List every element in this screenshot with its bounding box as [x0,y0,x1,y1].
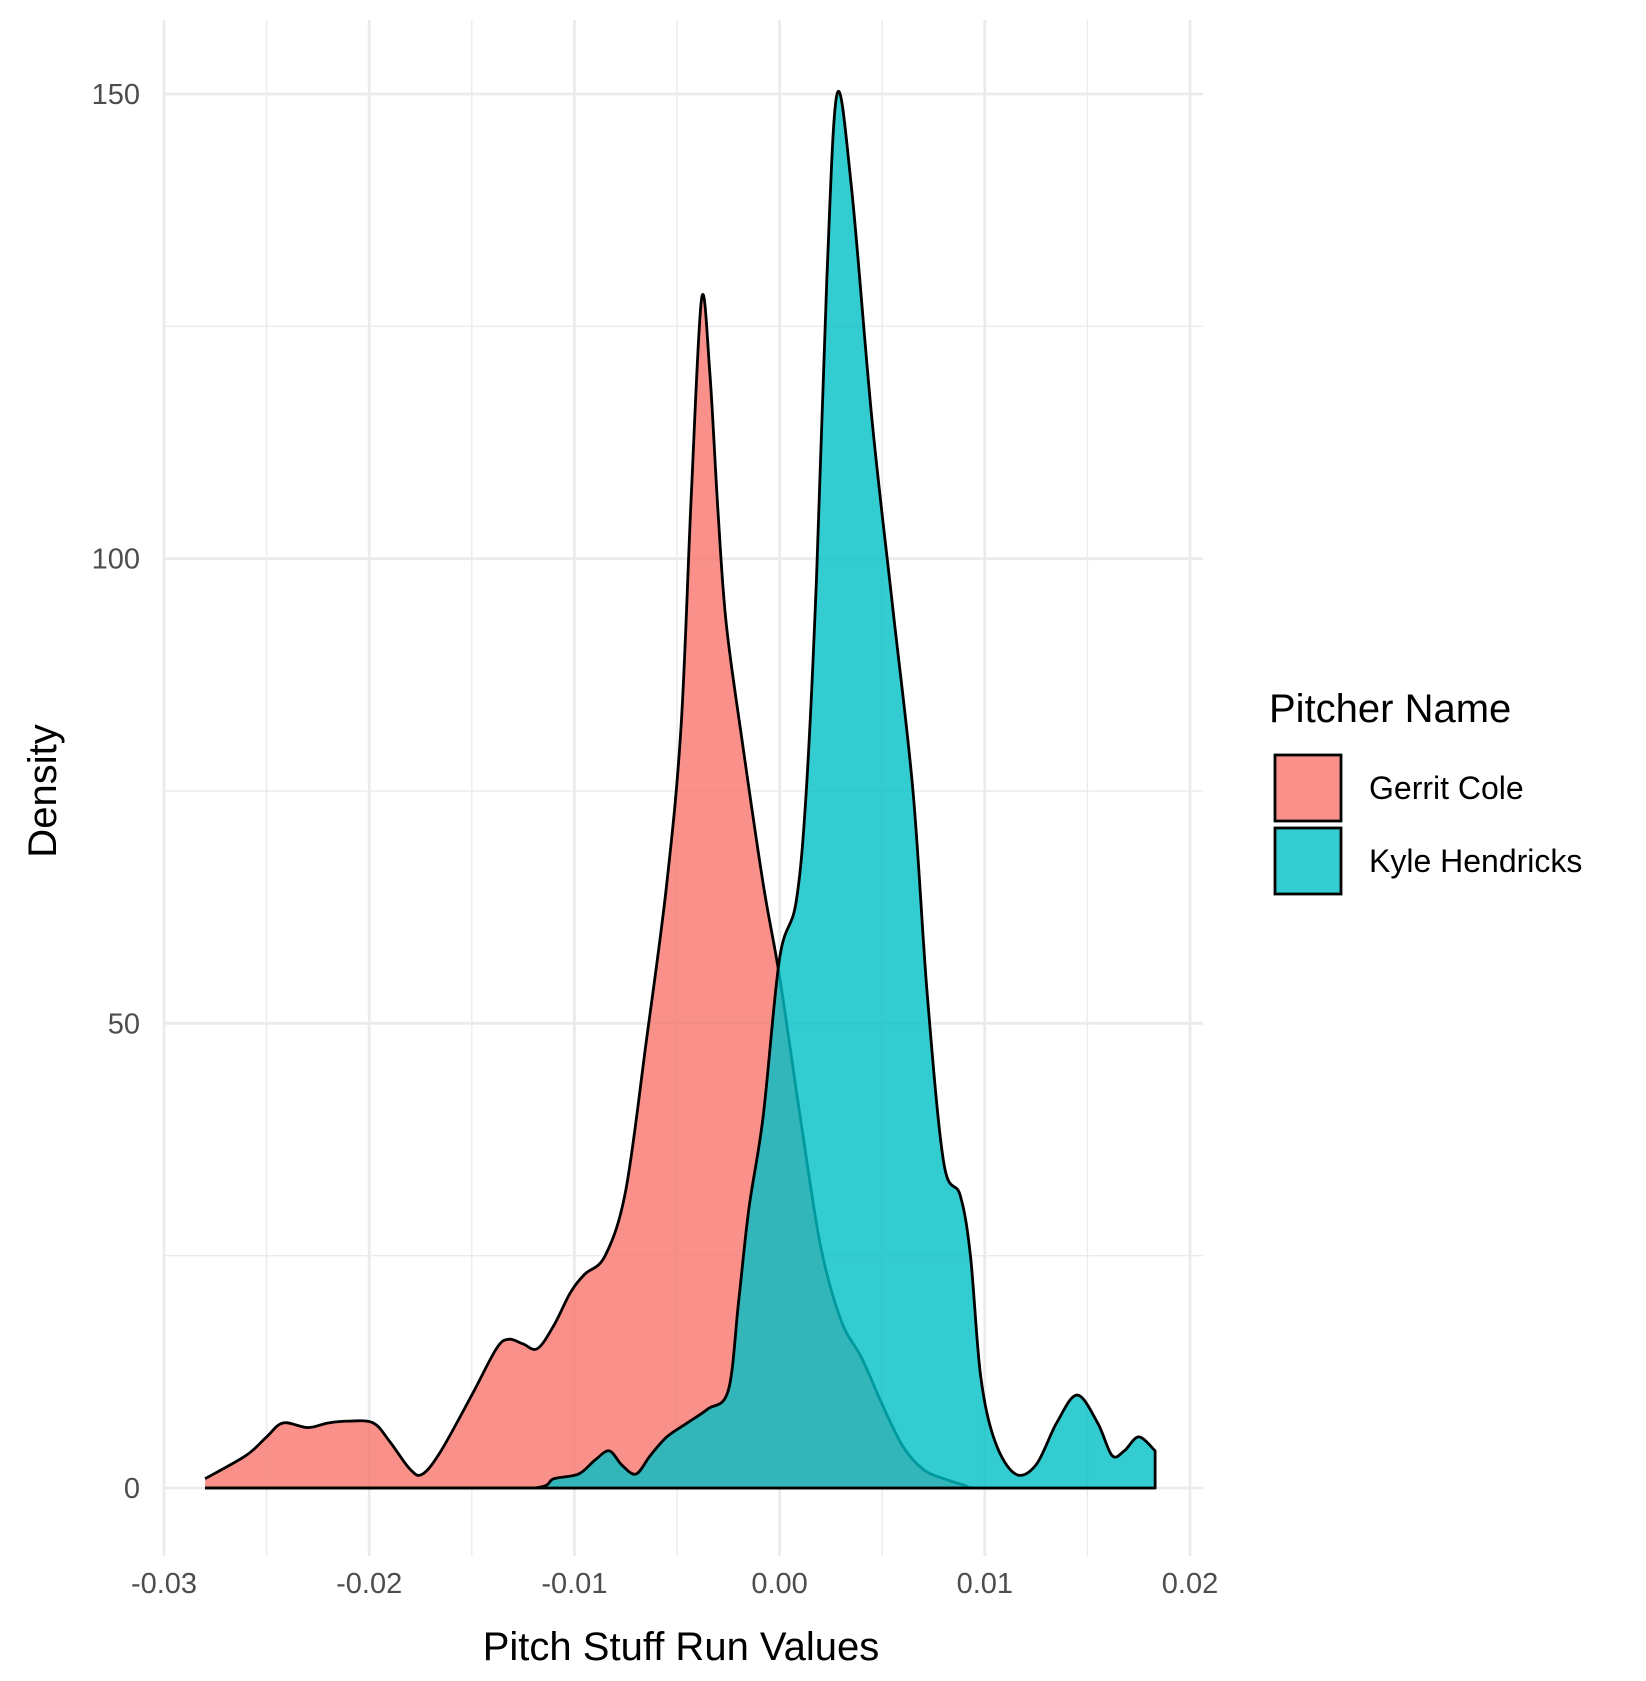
x-axis-tick-labels: -0.03 -0.02 -0.01 0.00 0.01 0.02 [131,1568,1218,1600]
legend-swatch [1273,826,1343,896]
legend-label: Kyle Hendricks [1369,843,1582,879]
x-tick-label: 0.01 [957,1568,1013,1600]
y-tick-label: 150 [92,79,140,111]
x-tick-label: -0.03 [131,1568,197,1600]
x-tick-label: 0.02 [1162,1568,1218,1600]
density-area-kyle-hendricks [205,91,1156,1489]
y-tick-label: 100 [92,544,140,576]
y-axis-title: Density [21,724,65,857]
x-tick-label: -0.02 [336,1568,402,1600]
density-areas [204,90,1157,1490]
density-outline-kyle-hendricks [205,90,1157,1490]
legend: Pitcher Name Gerrit Cole Kyle Hendricks [1269,687,1582,896]
legend-label: Gerrit Cole [1369,770,1524,806]
y-tick-label: 0 [124,1473,140,1505]
x-tick-label: 0.00 [751,1568,807,1600]
legend-title: Pitcher Name [1269,687,1511,731]
x-tick-label: -0.01 [541,1568,607,1600]
legend-swatch [1273,753,1343,823]
density-area-gerrit-cole [205,294,1156,1488]
major-gridlines [162,20,1203,1556]
y-axis-tick-labels: 0 50 100 150 [92,79,140,1505]
y-tick-label: 50 [108,1008,140,1040]
x-axis-title: Pitch Stuff Run Values [483,1625,880,1669]
legend-items: Gerrit Cole Kyle Hendricks [1273,753,1582,896]
